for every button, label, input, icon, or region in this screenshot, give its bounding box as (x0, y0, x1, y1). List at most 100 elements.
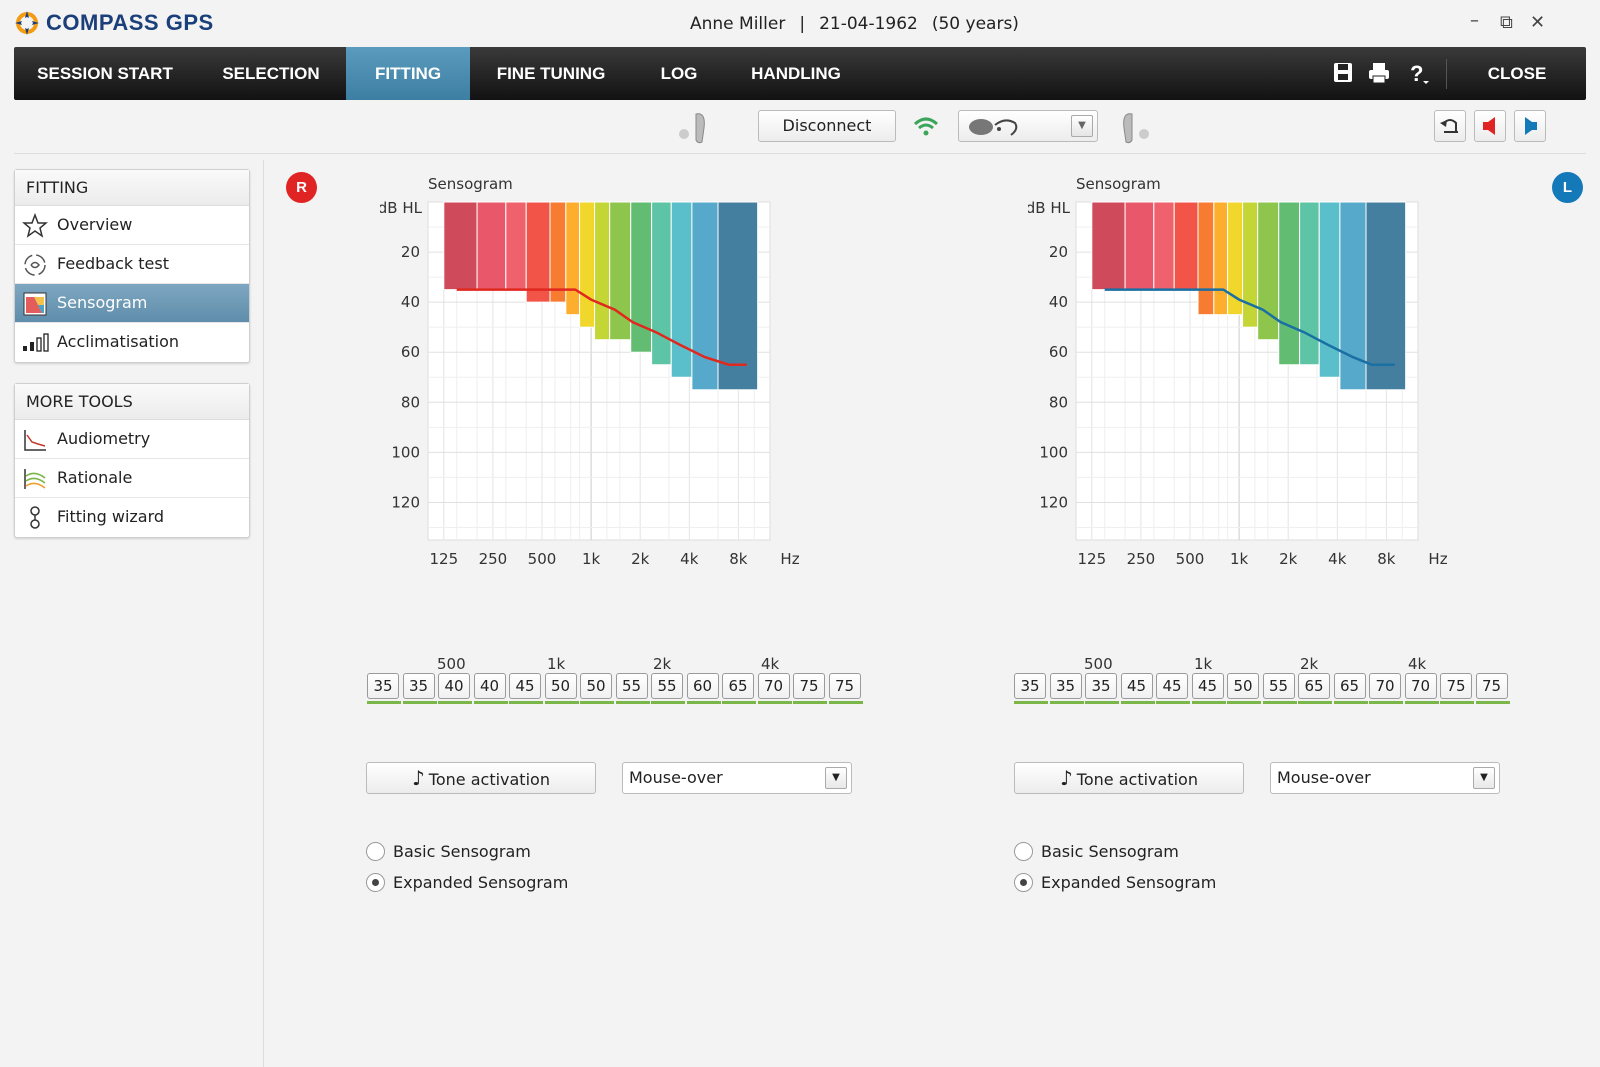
band-value-box[interactable]: 75 (828, 673, 861, 699)
right-tone-activation-button[interactable]: ♪ Tone activation (366, 762, 596, 794)
band-value-box[interactable]: 45 (509, 673, 541, 699)
band-underline (1298, 701, 1332, 704)
band-value-box[interactable]: 60 (686, 673, 719, 699)
band-label-500: 500 (437, 655, 466, 673)
music-note-icon: ♪ (412, 766, 425, 790)
right-radio-basic[interactable]: Basic Sensogram (366, 839, 531, 863)
tab-log[interactable]: LOG (660, 64, 698, 83)
band-value-box[interactable]: 65 (722, 673, 754, 699)
band-underline (793, 701, 827, 704)
band-value-box[interactable]: 40 (473, 673, 506, 699)
sidebar-item-fitting-wizard[interactable]: Fitting wizard (15, 498, 249, 537)
left-tone-activation-button[interactable]: ♪ Tone activation (1014, 762, 1244, 794)
tab-handling[interactable]: HANDLING (751, 64, 841, 83)
sidebar-item-audiometry[interactable]: Audiometry (15, 420, 249, 459)
sidebar-item-overview[interactable]: Overview (15, 206, 249, 245)
y-axis-label: dB HL (380, 199, 423, 217)
tab-fine-tuning[interactable]: FINE TUNING (496, 64, 606, 83)
band-value-box[interactable]: 75 (793, 673, 825, 699)
band-value-box[interactable]: 65 (1333, 673, 1366, 699)
tab-selection[interactable]: SELECTION (222, 64, 320, 83)
band-value-box[interactable]: 55 (615, 673, 648, 699)
band-value-box[interactable]: 50 (544, 673, 577, 699)
sidebar-item-rationale[interactable]: Rationale (15, 459, 249, 498)
close-button[interactable]: CLOSE (1487, 64, 1547, 83)
disconnect-button[interactable]: Disconnect (758, 110, 896, 142)
band-value-box[interactable]: 75 (1475, 673, 1508, 699)
sensogram-bar (549, 201, 567, 303)
band-value-box[interactable]: 50 (580, 673, 612, 699)
mute-left-button[interactable] (1514, 110, 1546, 142)
band-underline (757, 701, 792, 704)
speaker-red-icon (1483, 117, 1495, 135)
band-value-box[interactable]: 45 (1120, 673, 1153, 699)
radio-button[interactable] (1014, 841, 1033, 861)
sensogram-bar (443, 201, 478, 291)
y-tick-label: 40 (1049, 293, 1068, 311)
patient-birth-date: 21-04-1962 (819, 14, 918, 34)
band-label-2k: 2k (1300, 655, 1319, 673)
tab-fitting[interactable]: FITTING (346, 47, 470, 100)
x-tick-label: 250 (1127, 550, 1156, 568)
undo-button[interactable] (1434, 110, 1466, 142)
left-sensogram-chart: Sensogram dB HL 20 40 60 80 100 120 125 250 500 1k 2… (1028, 175, 1448, 568)
sensogram-bar (1242, 201, 1259, 328)
right-tone-mode-dropdown[interactable]: Mouse-over ▼ (622, 762, 852, 794)
band-value-box[interactable]: 35 (1014, 673, 1046, 699)
left-radio-basic[interactable]: Basic Sensogram (1014, 839, 1179, 863)
sensogram-bar (594, 201, 611, 341)
device-program-select[interactable]: ▼ (958, 110, 1098, 142)
print-icon[interactable] (1366, 61, 1392, 85)
band-value-box[interactable]: 50 (1227, 673, 1259, 699)
sensogram-bar (525, 201, 551, 303)
mute-right-button[interactable] (1474, 110, 1506, 142)
sidebar-item-acclimatisation[interactable]: Acclimatisation (15, 323, 249, 362)
band-value-box[interactable]: 35 (367, 673, 399, 699)
more-tools-header: MORE TOOLS (15, 384, 249, 420)
band-value-box[interactable]: 35 (402, 673, 435, 699)
chevron-down-icon[interactable]: ▼ (1071, 115, 1093, 137)
band-value-box[interactable]: 35 (1049, 673, 1082, 699)
minimize-button[interactable]: – (1470, 10, 1479, 31)
restore-button[interactable]: ⧉ (1500, 12, 1513, 33)
tab-session-start[interactable]: SESSION START (37, 64, 173, 83)
left-radio-expanded[interactable]: Expanded Sensogram (1014, 870, 1216, 894)
band-value-box[interactable]: 45 (1156, 673, 1188, 699)
band-value-box[interactable]: 75 (1440, 673, 1472, 699)
left-tone-mode-dropdown[interactable]: Mouse-over ▼ (1270, 762, 1500, 794)
band-underline (1227, 701, 1261, 704)
band-value-box[interactable]: 70 (1369, 673, 1401, 699)
band-value-box[interactable]: 35 (1085, 673, 1117, 699)
sensogram-bar (1365, 201, 1407, 391)
radio-button-checked[interactable] (366, 872, 385, 892)
close-window-button[interactable]: ✕ (1530, 12, 1546, 33)
sidebar-item-sensogram[interactable]: Sensogram (15, 284, 249, 323)
left-hearing-aid-icon (1123, 113, 1149, 144)
chevron-down-icon[interactable]: ▼ (1473, 767, 1495, 789)
tone-activation-label: Tone activation (428, 770, 550, 789)
sensogram-bar (565, 201, 581, 316)
band-value-box[interactable]: 40 (438, 673, 470, 699)
chevron-down-icon[interactable]: ▼ (825, 767, 847, 789)
right-radio-expanded[interactable]: Expanded Sensogram (366, 870, 568, 894)
band-value-box[interactable]: 55 (1262, 673, 1295, 699)
radio-button-checked[interactable] (1014, 872, 1033, 892)
band-underline (473, 701, 508, 704)
band-value-box[interactable]: 70 (757, 673, 790, 699)
band-value-box[interactable]: 65 (1298, 673, 1330, 699)
band-underline (509, 701, 543, 704)
band-value-box[interactable]: 70 (1404, 673, 1437, 699)
main-nav: SESSION START SELECTION FITTING FINE TUN… (14, 47, 1586, 100)
sensogram-bar (1278, 201, 1301, 366)
wireless-connected-icon (913, 117, 939, 136)
help-icon[interactable]: ? (1406, 61, 1432, 85)
save-icon[interactable] (1330, 61, 1356, 85)
chart-title: Sensogram (1076, 175, 1161, 193)
y-tick-label: 80 (401, 393, 420, 411)
band-value-box[interactable]: 45 (1191, 673, 1224, 699)
band-value-box[interactable]: 55 (651, 673, 683, 699)
radio-button[interactable] (366, 841, 385, 861)
sidebar-item-feedback-test[interactable]: Feedback test (15, 245, 249, 284)
music-note-icon: ♪ (1060, 766, 1073, 790)
